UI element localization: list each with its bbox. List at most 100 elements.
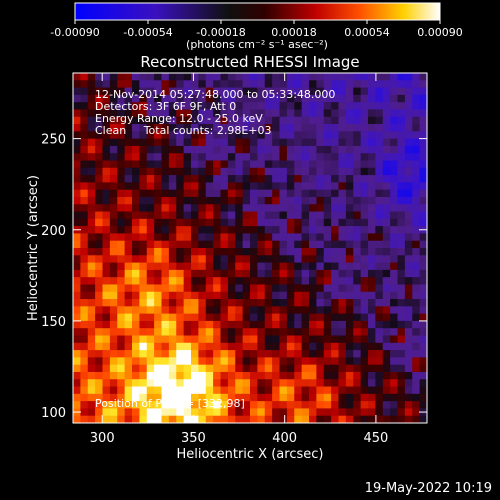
heatmap-cell <box>250 335 258 344</box>
heatmap-cell <box>375 131 384 140</box>
heatmap-cell <box>316 284 325 293</box>
heatmap-cell <box>132 131 140 140</box>
heatmap-cell <box>257 408 266 417</box>
heatmap-cell <box>309 226 317 235</box>
heatmap-cell <box>205 109 214 118</box>
heatmap-cell <box>338 196 347 205</box>
heatmap-cell <box>227 269 236 278</box>
heatmap-cell <box>323 196 332 205</box>
heatmap-cell <box>345 131 354 140</box>
heatmap-cell <box>154 328 163 337</box>
heatmap-cell <box>301 313 310 322</box>
heatmap-cell <box>124 175 133 183</box>
heatmap-cell <box>331 379 340 388</box>
heatmap-cell <box>132 393 140 402</box>
heatmap-cell <box>279 357 288 366</box>
heatmap-cell <box>109 350 118 358</box>
heatmap-cell <box>316 175 325 183</box>
heatmap-cell <box>161 226 170 235</box>
heatmap-cell <box>279 94 288 103</box>
heatmap-cell <box>264 401 273 410</box>
heatmap-cell <box>242 386 251 395</box>
heatmap-cell <box>279 284 288 293</box>
heatmap-cell <box>161 109 170 118</box>
heatmap-cell <box>183 401 192 410</box>
heatmap-cell <box>279 182 288 191</box>
heatmap-cell <box>353 131 362 140</box>
heatmap-image <box>73 73 427 423</box>
heatmap-cell <box>360 226 369 235</box>
heatmap-cell <box>250 153 258 162</box>
heatmap-cell <box>250 218 258 227</box>
heatmap-cell <box>323 364 332 373</box>
heatmap-cell <box>213 342 222 351</box>
heatmap-cell <box>183 204 192 213</box>
heatmap-cell <box>183 189 192 198</box>
heatmap-cell <box>360 379 369 388</box>
heatmap-cell <box>139 364 148 373</box>
heatmap-cell <box>168 364 177 373</box>
heatmap-cell <box>87 189 96 198</box>
heatmap-cell <box>102 226 111 235</box>
heatmap-cell <box>368 393 376 402</box>
heatmap-cell <box>353 153 362 162</box>
heatmap-cell <box>257 291 266 300</box>
heatmap-cell <box>227 233 236 242</box>
heatmap-cell <box>154 102 163 111</box>
heatmap-cell <box>345 379 354 388</box>
heatmap-cell <box>294 284 303 293</box>
heatmap-cell <box>117 94 126 103</box>
heatmap-cell <box>353 189 362 198</box>
heatmap-cell <box>117 160 126 169</box>
heatmap-cell <box>360 167 369 176</box>
heatmap-cell <box>146 342 155 351</box>
heatmap-cell <box>264 124 273 132</box>
heatmap-cell <box>220 182 229 191</box>
heatmap-cell <box>205 299 214 307</box>
heatmap-cell <box>345 94 354 103</box>
heatmap-cell <box>205 153 214 162</box>
heatmap-cell <box>323 291 332 300</box>
heatmap-cell <box>176 218 185 227</box>
heatmap-cell <box>227 196 236 205</box>
heatmap-cell <box>154 145 163 154</box>
heatmap-cell <box>87 102 96 111</box>
heatmap-cell <box>316 80 325 89</box>
heatmap-cell <box>80 408 89 417</box>
heatmap-cell <box>124 160 133 169</box>
heatmap-cell <box>323 320 332 329</box>
heatmap-cell <box>316 328 325 337</box>
heatmap-cell <box>235 94 244 103</box>
heatmap-cell <box>220 138 229 147</box>
heatmap-cell <box>368 233 376 242</box>
heatmap-cell <box>390 277 399 286</box>
heatmap-cell <box>272 277 281 286</box>
heatmap-cell <box>331 313 340 322</box>
heatmap-cell <box>353 415 362 423</box>
heatmap-cell <box>183 153 192 162</box>
heatmap-cell <box>242 160 251 169</box>
heatmap-cell <box>368 262 376 271</box>
heatmap-cell <box>95 299 104 307</box>
heatmap-cell <box>73 284 81 293</box>
heatmap-cell <box>220 145 229 154</box>
heatmap-cell <box>264 138 273 147</box>
heatmap-cell <box>161 124 170 132</box>
heatmap-cell <box>220 313 229 322</box>
heatmap-cell <box>419 211 427 220</box>
heatmap-cell <box>368 357 376 366</box>
heatmap-cell <box>205 328 214 337</box>
heatmap-cell <box>235 320 244 329</box>
heatmap-cell <box>220 255 229 264</box>
heatmap-cell <box>404 350 413 358</box>
heatmap-cell <box>345 262 354 271</box>
heatmap-cell <box>220 277 229 286</box>
heatmap-cell <box>375 80 384 89</box>
heatmap-cell <box>80 131 89 140</box>
heatmap-cell <box>309 175 317 183</box>
heatmap-cell <box>95 320 104 329</box>
heatmap-cell <box>375 299 384 307</box>
heatmap-cell <box>309 211 317 220</box>
heatmap-cell <box>132 182 140 191</box>
heatmap-cell <box>382 401 391 410</box>
